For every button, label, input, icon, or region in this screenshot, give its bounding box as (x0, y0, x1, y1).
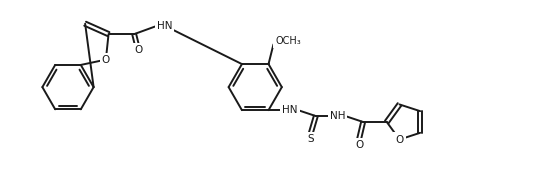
Text: O: O (395, 135, 403, 145)
Text: O: O (102, 55, 110, 65)
Text: O: O (134, 45, 142, 55)
Text: S: S (308, 134, 314, 144)
Text: NH: NH (330, 111, 345, 121)
Text: HN: HN (157, 21, 172, 31)
Text: OCH₃: OCH₃ (275, 36, 301, 46)
Text: HN: HN (282, 105, 298, 115)
Text: O: O (355, 140, 363, 150)
